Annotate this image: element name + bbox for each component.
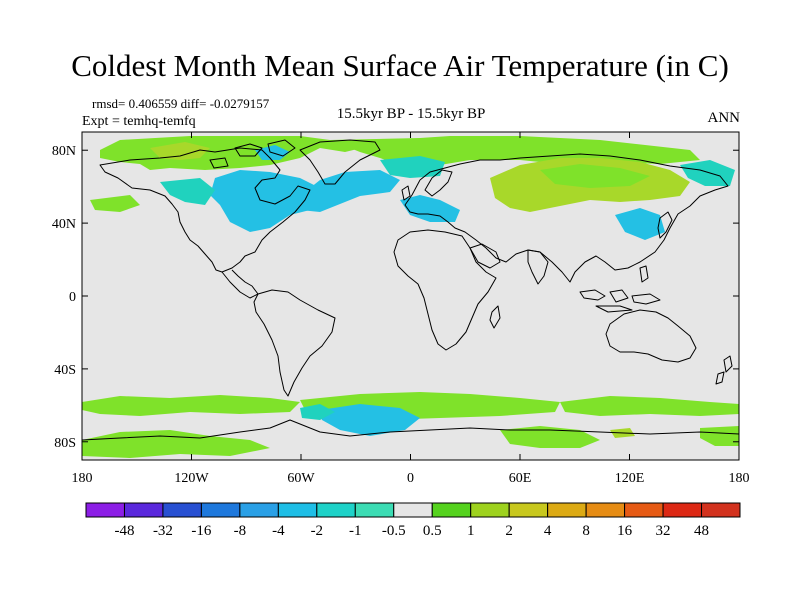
- colorbar-swatch: [431, 502, 472, 518]
- map-title: Coldest Month Mean Surface Air Temperatu…: [71, 48, 729, 83]
- anomaly-region-antarctica-west: [82, 430, 270, 458]
- lon-tick-label: 120E: [615, 471, 645, 486]
- anomaly-region-north-america-cool-light: [160, 178, 215, 205]
- colorbar-swatch: [470, 502, 510, 518]
- coastline-arabia: [469, 243, 501, 269]
- lat-tick-label: 80N: [52, 144, 76, 159]
- coastline-north-america: [99, 147, 311, 273]
- colorbar-label: 48: [694, 523, 709, 539]
- anomaly-region-kamchatka: [680, 160, 735, 186]
- lon-tick-label: 0: [407, 471, 414, 486]
- coastline-eurasia: [404, 153, 729, 283]
- colorbar-label: 32: [656, 523, 671, 539]
- lat-tick-label: 40N: [52, 217, 76, 232]
- colorbar-swatch: [239, 502, 279, 518]
- lat-tick-label: 0: [69, 290, 76, 305]
- colorbar-swatch: [624, 502, 664, 518]
- anomaly-region-north-america-cool: [210, 170, 330, 232]
- colorbar-swatch: [123, 502, 164, 518]
- colorbar-label: -1: [349, 523, 362, 539]
- period-label: 15.5kyr BP - 15.5kyr BP: [336, 106, 486, 122]
- colorbar-label: -32: [153, 523, 173, 539]
- colorbar-swatch: [162, 502, 202, 518]
- anomaly-region-siberia-core: [540, 164, 650, 188]
- colorbar-label: -48: [114, 523, 134, 539]
- colorbar-label: -8: [234, 523, 247, 539]
- anomaly-region-weddell-sea-light: [300, 404, 335, 420]
- anomaly-region-europe: [400, 195, 460, 222]
- coastline-africa: [393, 229, 497, 351]
- colorbar-label: -4: [272, 523, 285, 539]
- coastline-arctic-islands: [209, 139, 296, 169]
- colorbar-label: 8: [582, 523, 590, 539]
- lon-tick-label: 180: [729, 471, 750, 486]
- colorbar-label: 1: [467, 523, 475, 539]
- lon-tick-label: 120W: [174, 471, 209, 486]
- coastline-greenland: [299, 139, 381, 185]
- anomaly-fields: [82, 136, 739, 458]
- colorbar-label: -0.5: [382, 523, 406, 539]
- colorbar-label: 16: [617, 523, 633, 539]
- lon-tick-label: 180: [72, 471, 93, 486]
- coastline-india: [527, 249, 549, 285]
- colorbar-swatch: [701, 502, 741, 518]
- anomaly-region-antarctica-far-east: [700, 426, 739, 446]
- season-label: ANN: [707, 110, 741, 126]
- lon-tick-label: 60W: [287, 471, 315, 486]
- coastlines: [82, 139, 739, 441]
- anomaly-region-north-pacific-west: [90, 195, 140, 212]
- colorbar-label: -16: [191, 523, 211, 539]
- coastline-philippines: [639, 265, 649, 283]
- coastline-antarctica: [82, 419, 739, 441]
- colorbar-swatch: [316, 502, 356, 518]
- coastline-indonesia: [579, 289, 661, 313]
- lon-tick-label: 60E: [509, 471, 532, 486]
- lat-tick-label: 80S: [54, 436, 76, 451]
- anomaly-region-southern-ocean-west: [82, 395, 300, 416]
- colorbar-label: 2: [505, 523, 513, 539]
- anomaly-region-alaska: [150, 142, 210, 160]
- colorbar-swatch: [393, 502, 433, 518]
- coastline-south-america: [253, 289, 336, 397]
- colorbar-swatch: [277, 502, 318, 518]
- colorbar-label: -2: [311, 523, 324, 539]
- map-axes: 80N 40N 0 40S 80S 180 120W 60W 0 60E 120E 180: [52, 132, 750, 486]
- coastline-japan: [657, 211, 673, 239]
- lat-tick-label: 40S: [54, 363, 76, 378]
- stats-text: rmsd= 0.406559 diff= -0.0279157: [92, 96, 270, 111]
- colorbar-swatch: [354, 502, 395, 518]
- coastline-madagascar: [489, 305, 501, 329]
- coastline-scandinavia: [424, 169, 453, 197]
- anomaly-region-weddell-sea: [320, 404, 420, 436]
- colorbar-label: 4: [544, 523, 552, 539]
- colorbar-label: 0.5: [423, 523, 442, 539]
- colorbar-swatch: [508, 502, 549, 518]
- colorbar-swatch: [85, 502, 125, 518]
- colorbar-swatch: [585, 502, 626, 518]
- coastline-new-zealand: [715, 355, 733, 385]
- anomaly-region-southern-ocean-east: [560, 396, 739, 416]
- anomaly-region-arctic-canada: [100, 136, 370, 170]
- anomaly-region-east-asia: [615, 208, 665, 240]
- coastline-australia: [605, 309, 697, 363]
- anomaly-region-north-atlantic: [300, 170, 400, 212]
- coastline-british-isles: [401, 185, 411, 201]
- experiment-label: Expt = temhq-temfq: [82, 114, 196, 129]
- colorbar: -48 -32 -16 -8 -4 -2 -1 -0.5 0.5 1 2 4 8 16 32 48: [85, 502, 741, 539]
- colorbar-swatch: [200, 502, 241, 518]
- colorbar-swatch: [662, 502, 703, 518]
- colorbar-swatch: [547, 502, 587, 518]
